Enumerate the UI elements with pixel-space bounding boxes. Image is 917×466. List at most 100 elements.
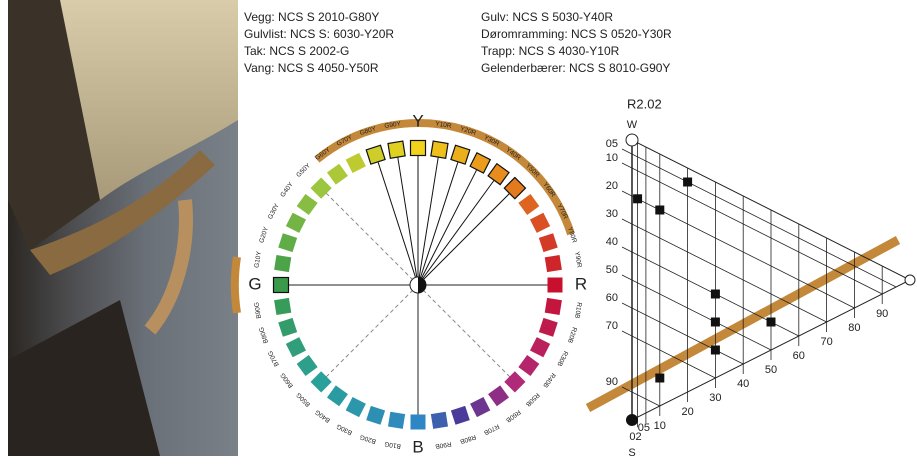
hue-swatch bbox=[387, 140, 406, 159]
hue-swatch bbox=[326, 163, 348, 185]
hue-label: R20B bbox=[566, 326, 578, 344]
blackness-grid-line bbox=[621, 386, 660, 407]
hue-label: G80Y bbox=[359, 125, 378, 137]
hue-label: Y90R bbox=[573, 251, 583, 268]
hue-ray bbox=[397, 157, 419, 286]
hue-swatch bbox=[345, 152, 366, 174]
black-label: S bbox=[628, 447, 635, 459]
chromaticness-tick-label: 30 bbox=[709, 392, 721, 404]
hue-label: B70G bbox=[267, 349, 281, 367]
hue-swatch bbox=[278, 317, 298, 337]
hue-swatch bbox=[450, 144, 471, 165]
hue-swatch bbox=[529, 337, 551, 358]
hue-label: Y10R bbox=[435, 120, 452, 130]
chromaticness-tick-label: 20 bbox=[681, 406, 693, 418]
blackness-grid-line bbox=[621, 148, 897, 288]
hue-label: R10B bbox=[573, 302, 582, 319]
hue-label: R30B bbox=[555, 350, 569, 368]
blackness-tick-label: 05 bbox=[606, 138, 618, 150]
hue-swatch bbox=[285, 337, 307, 358]
hue-swatch bbox=[518, 193, 540, 215]
hue-swatch bbox=[409, 139, 427, 157]
hue-swatch bbox=[278, 233, 298, 253]
black-vertex bbox=[626, 414, 638, 426]
hue-label: R60B bbox=[504, 408, 521, 423]
hue-label: G30Y bbox=[267, 202, 281, 221]
hue-swatch bbox=[487, 162, 510, 186]
hue-swatch bbox=[529, 212, 551, 233]
blackness-grid-line bbox=[621, 330, 716, 379]
spec-line: Trapp: NCS S 4030-Y10R bbox=[481, 44, 620, 58]
hue-swatch bbox=[430, 411, 449, 429]
spec-line: Gulv: NCS S 5030-Y40R bbox=[481, 10, 613, 24]
hue-label: B50G bbox=[295, 391, 312, 408]
hue-ray bbox=[417, 162, 459, 286]
hue-swatch bbox=[544, 254, 562, 273]
hue-swatch bbox=[518, 355, 540, 377]
hue-swatch bbox=[547, 277, 563, 293]
hue-axis-label: R bbox=[575, 274, 587, 293]
color-circle: Y Y10RY20RY30RY40RY50RY60RY70RY80RY90RRR1… bbox=[230, 111, 587, 456]
color-point bbox=[710, 289, 720, 299]
spec-line: Døromramming: NCS S 0520-Y30R bbox=[481, 27, 672, 41]
hue-ray bbox=[417, 169, 478, 286]
triangle-title: R2.02 bbox=[627, 96, 662, 111]
hue-swatch bbox=[285, 212, 307, 233]
hue-swatch bbox=[274, 254, 292, 273]
spec-line: Gelenderbærer: NCS S 8010-G90Y bbox=[481, 61, 670, 75]
color-point bbox=[683, 177, 693, 187]
hue-swatch bbox=[503, 176, 527, 200]
white-vertex bbox=[625, 133, 639, 147]
hue-swatch bbox=[345, 396, 366, 418]
hue-label: G50Y bbox=[295, 162, 312, 179]
hue-swatch bbox=[274, 297, 292, 316]
chromaticness-tick-label: 02 bbox=[629, 431, 641, 443]
hue-label: B40G bbox=[314, 408, 332, 423]
hue-axis-label: Y bbox=[412, 111, 423, 130]
blackness-tick-label: 10 bbox=[606, 152, 618, 164]
hue-swatch bbox=[450, 405, 470, 425]
hue-axis-label: B bbox=[412, 437, 423, 456]
hue-label: G10Y bbox=[253, 250, 263, 268]
hue-swatch bbox=[387, 411, 406, 429]
hue-swatch bbox=[410, 414, 426, 430]
hue-swatch bbox=[296, 355, 318, 377]
chromaticness-tick-label: 60 bbox=[793, 350, 805, 362]
blackness-tick-label: 70 bbox=[606, 320, 618, 332]
center-dot-half bbox=[418, 277, 426, 293]
hue-label: B80G bbox=[258, 326, 270, 344]
chromaticness-tick-label: 50 bbox=[765, 364, 777, 376]
hue-swatch bbox=[488, 385, 510, 407]
hue-label: B20G bbox=[359, 433, 377, 445]
blackness-grid-line bbox=[621, 274, 772, 351]
hue-label: R80B bbox=[459, 433, 477, 445]
hue-label: Y70R bbox=[555, 203, 569, 221]
dashed-axis bbox=[325, 192, 419, 286]
spec-line: Tak: NCS S 2002-G bbox=[244, 44, 349, 58]
hue-label: G20Y bbox=[258, 225, 270, 244]
hue-label: Y20R bbox=[459, 125, 477, 137]
chromaticness-tick-label: 40 bbox=[737, 378, 749, 390]
hue-label: G40Y bbox=[279, 181, 295, 199]
hue-label: R40B bbox=[541, 371, 556, 388]
color-point bbox=[710, 345, 720, 355]
hue-label: R50B bbox=[524, 391, 540, 407]
color-point bbox=[766, 317, 776, 327]
hue-label: R70B bbox=[483, 422, 501, 436]
blackness-tick-label: 30 bbox=[606, 208, 618, 220]
color-point bbox=[655, 373, 665, 383]
hue-swatch bbox=[538, 317, 558, 337]
hue-swatch bbox=[296, 193, 318, 215]
hue-ray bbox=[417, 157, 439, 286]
hue-ray bbox=[377, 162, 419, 286]
hue-label: B90G bbox=[253, 302, 263, 320]
chromaticness-tick-label: 70 bbox=[820, 336, 832, 348]
color-point bbox=[710, 317, 720, 327]
hue-swatch bbox=[366, 405, 386, 425]
blackness-tick-label: 40 bbox=[606, 236, 618, 248]
blackness-tick-label: 90 bbox=[606, 376, 618, 388]
color-specs: Vegg: NCS S 2010-G80Y Gulvlist: NCS S: 60… bbox=[244, 10, 672, 75]
hue-label: Y30R bbox=[483, 134, 501, 148]
